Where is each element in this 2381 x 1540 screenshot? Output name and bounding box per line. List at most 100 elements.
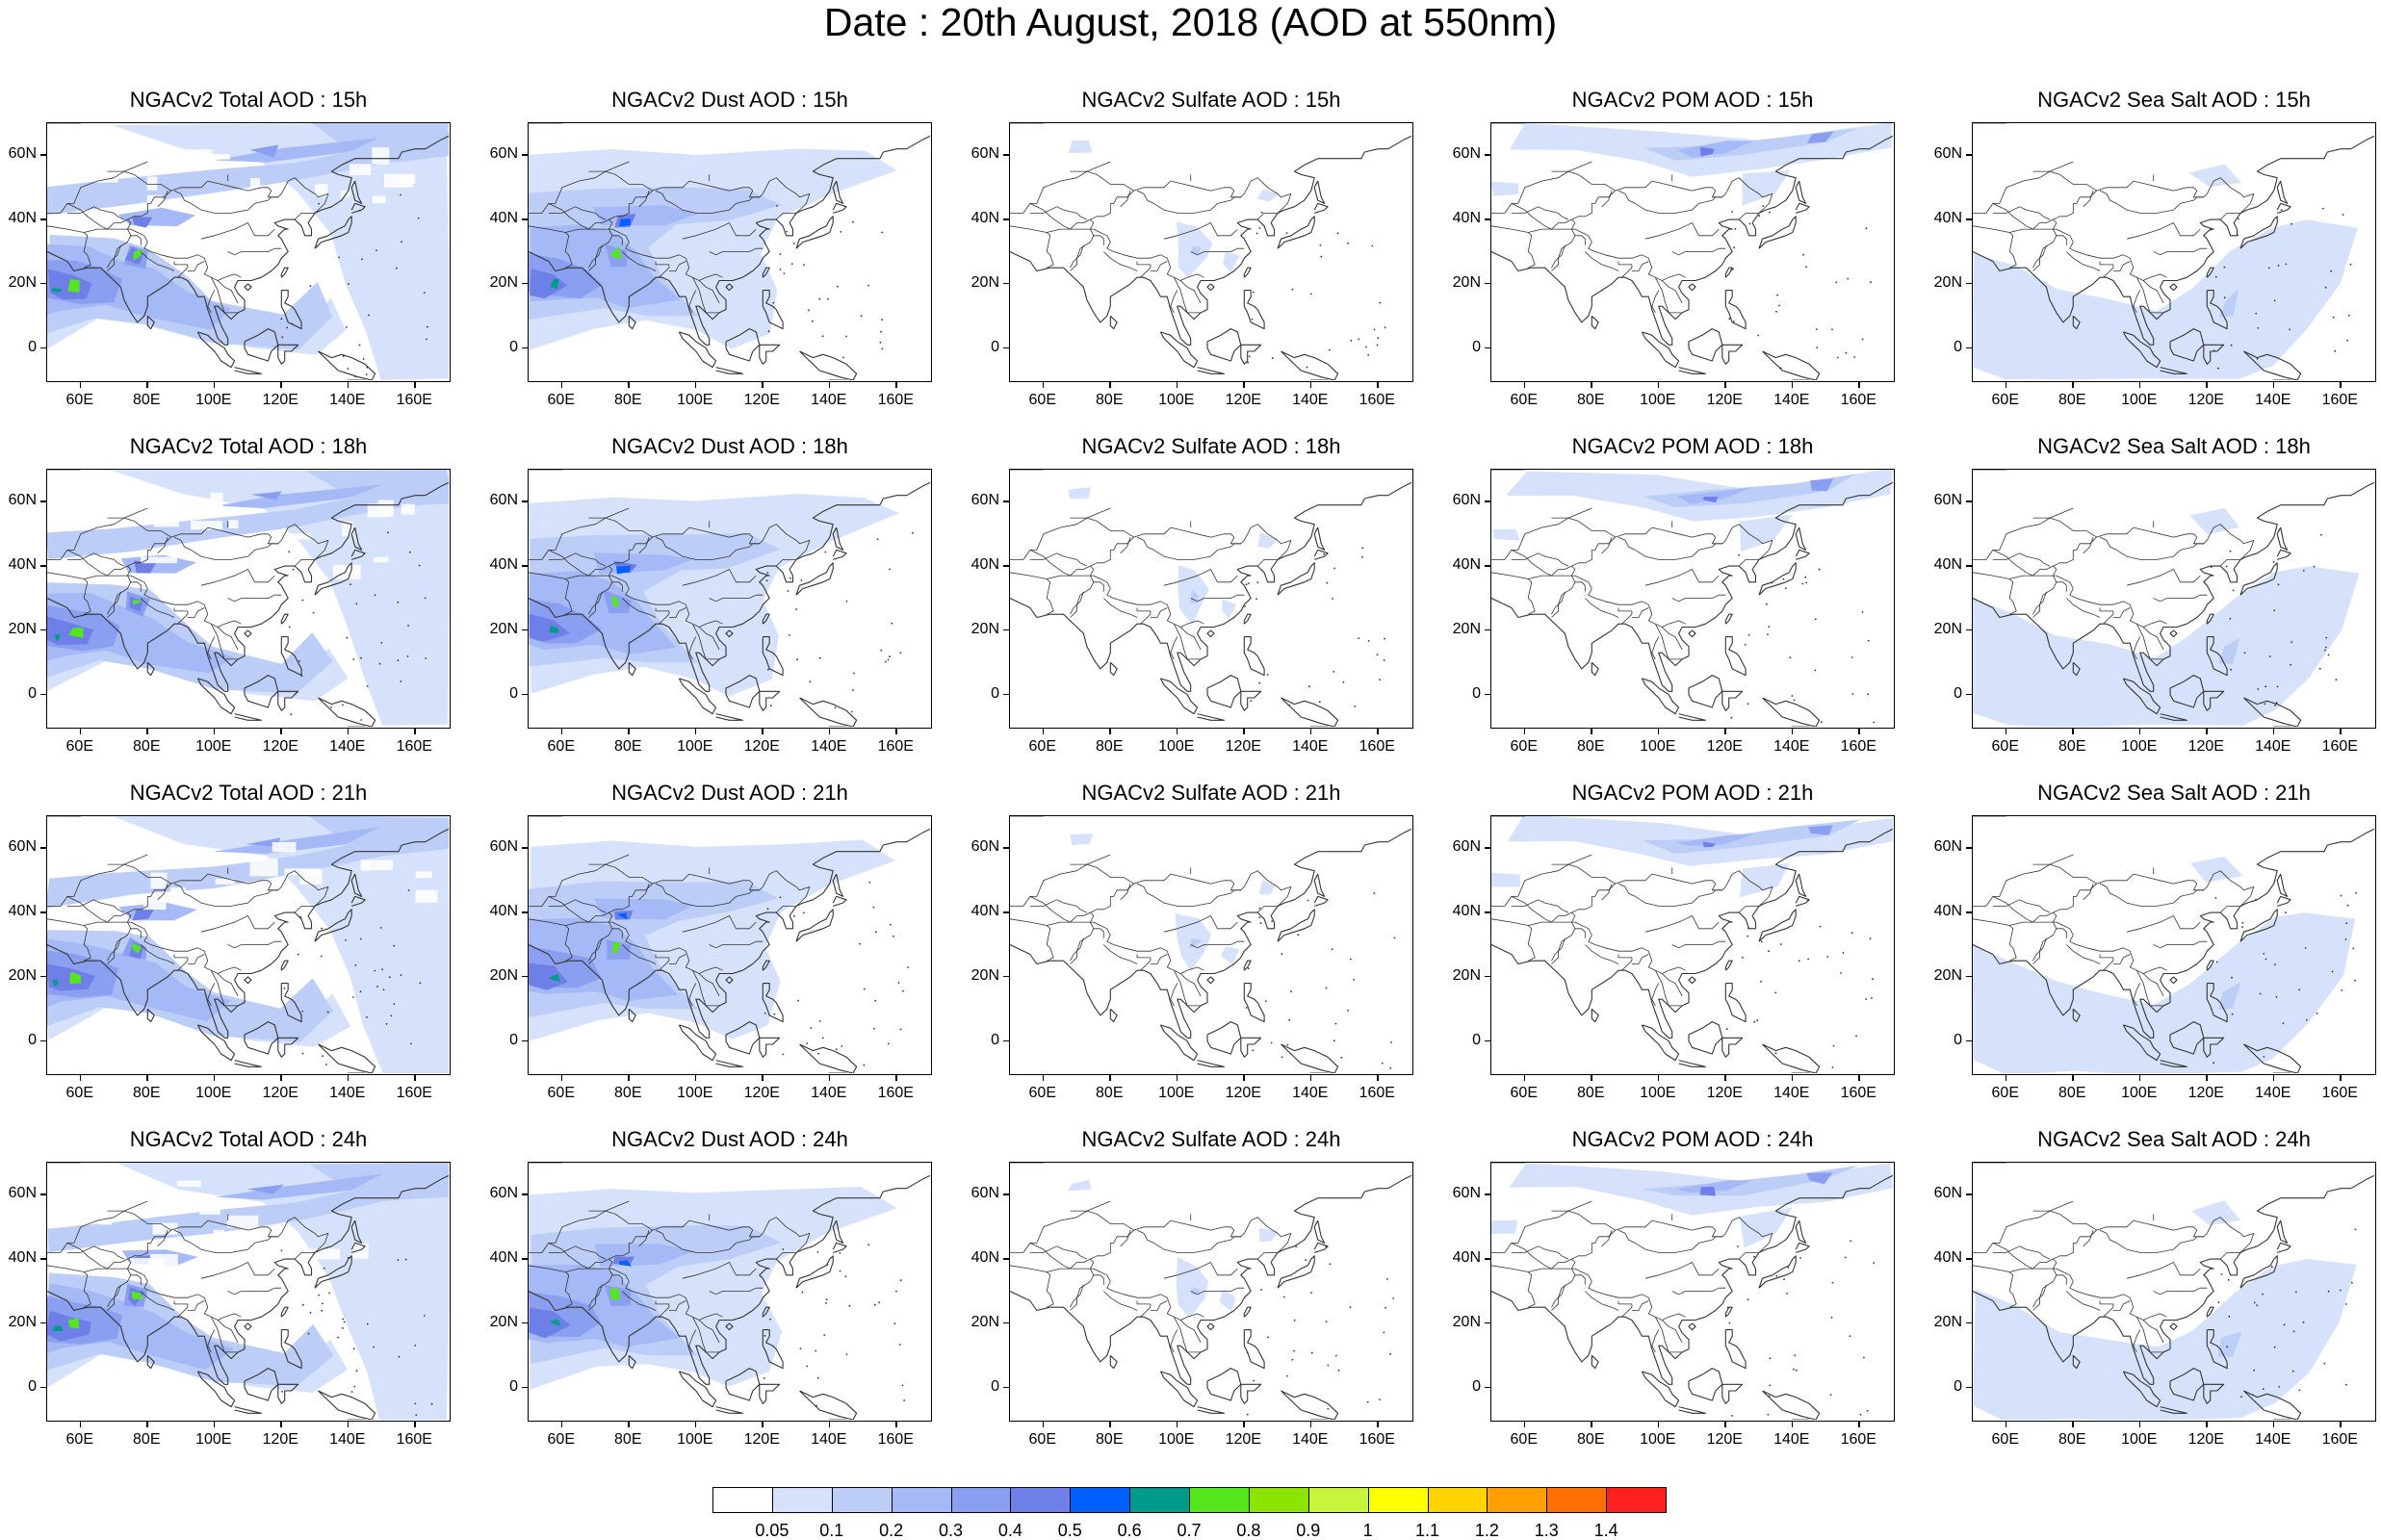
island-dot xyxy=(1258,907,1261,910)
island-dot xyxy=(842,356,844,359)
coastline xyxy=(2276,180,2289,204)
aod-contour-band xyxy=(51,288,63,293)
lon-tick-mark xyxy=(895,729,897,734)
map-frame xyxy=(1009,469,1413,729)
coastline xyxy=(1491,828,1893,1039)
coastline xyxy=(1491,1174,1893,1385)
aod-contour-band xyxy=(1258,1227,1280,1243)
lat-tick-mark xyxy=(1485,218,1490,220)
panel-title: NGACv2 Sulfate AOD : 15h xyxy=(1081,88,1341,112)
country-border xyxy=(130,1274,142,1285)
coastline xyxy=(280,636,302,677)
river xyxy=(1585,1291,1619,1311)
country-border xyxy=(1551,1258,1572,1270)
island-dot xyxy=(1799,1257,1801,1259)
map-frame xyxy=(46,1162,451,1422)
lon-tick-mark xyxy=(1243,1075,1245,1081)
lat-tick-label: 0 xyxy=(509,1377,518,1395)
aod-contour-band xyxy=(131,1291,143,1299)
island-dot xyxy=(2251,1394,2254,1396)
lat-tick-label: 40N xyxy=(1452,210,1481,227)
lon-tick-mark xyxy=(762,729,763,734)
lat-tick-mark xyxy=(522,1386,528,1389)
coastline xyxy=(725,1368,761,1401)
lon-tick-mark xyxy=(1109,729,1111,734)
country-border xyxy=(1491,1265,1536,1308)
lon-tick-mark xyxy=(414,382,416,388)
aod-contour-band xyxy=(530,269,568,299)
island-dot xyxy=(2231,1013,2234,1015)
country-border xyxy=(1010,1265,1054,1308)
country-border xyxy=(691,277,720,314)
lon-tick-label: 120E xyxy=(2187,738,2224,755)
island-dot xyxy=(808,309,810,312)
island-dot xyxy=(281,1390,283,1393)
lat-tick-mark xyxy=(1003,847,1009,849)
country-border xyxy=(1992,206,2051,220)
coastlines-and-borders xyxy=(529,123,930,380)
coastline xyxy=(146,315,155,330)
island-dot xyxy=(297,953,299,956)
island-dot xyxy=(1307,899,1309,902)
island-dot xyxy=(1863,1356,1865,1359)
lon-tick-mark xyxy=(560,382,563,388)
country-border xyxy=(1654,970,1683,1007)
island-dot xyxy=(806,1042,809,1044)
country-border xyxy=(1010,918,1054,962)
aod-contour-band xyxy=(1256,189,1280,202)
aod-contour-band xyxy=(1806,1172,1833,1185)
island-dot xyxy=(1358,637,1360,640)
river xyxy=(1551,854,1592,865)
lon-tick-label: 100E xyxy=(1158,1431,1195,1448)
island-dot xyxy=(1832,1044,1835,1047)
lat-tick-label: 20N xyxy=(971,1313,999,1330)
clear-sky-gap xyxy=(181,1246,195,1252)
river xyxy=(1163,915,1238,933)
coastline xyxy=(1109,315,1118,330)
island-dot xyxy=(1252,1049,1255,1052)
country-border xyxy=(1491,225,1536,269)
coastline xyxy=(1724,960,1733,971)
aod-contour-band xyxy=(309,816,449,857)
coastline xyxy=(146,1008,155,1023)
coastline xyxy=(759,1383,781,1404)
country-border xyxy=(1992,1210,2097,1244)
coastline xyxy=(1281,697,1339,727)
lat-tick-label: 40N xyxy=(8,903,37,920)
island-dot xyxy=(1385,1278,1388,1280)
country-border xyxy=(1654,277,1683,314)
coastline xyxy=(244,976,252,985)
island-dot xyxy=(2277,264,2280,267)
island-dot xyxy=(776,204,778,207)
lat-tick-label: 0 xyxy=(1472,1031,1481,1048)
lon-tick-label: 80E xyxy=(614,392,642,408)
lat-tick-mark xyxy=(1966,975,1972,978)
river xyxy=(588,161,630,172)
country-border xyxy=(1973,896,2033,923)
lon-tick-mark xyxy=(1591,382,1592,388)
island-dot xyxy=(2210,566,2213,568)
lon-tick-mark xyxy=(2340,382,2342,388)
lon-tick-label: 80E xyxy=(1577,738,1605,755)
island-dot xyxy=(400,974,402,976)
island-dot xyxy=(2285,911,2287,914)
island-dot xyxy=(878,1301,880,1304)
lon-tick-label: 160E xyxy=(1359,738,1395,755)
lat-tick-mark xyxy=(522,500,528,502)
island-dot xyxy=(1804,576,1807,578)
island-dot xyxy=(2262,1388,2265,1391)
island-dot xyxy=(352,996,354,998)
island-dot xyxy=(881,231,884,234)
aod-contour-band xyxy=(1219,1289,1236,1312)
coastline xyxy=(1721,1037,1744,1058)
aod-contour-band xyxy=(1491,181,1519,196)
coastlines-and-borders xyxy=(47,470,449,727)
country-border xyxy=(1551,218,1572,230)
coastline xyxy=(1010,1174,1411,1385)
coastline xyxy=(715,367,743,374)
lon-tick-mark xyxy=(213,1422,216,1427)
aod-field xyxy=(529,494,899,697)
river xyxy=(682,569,757,586)
coastlines-and-borders xyxy=(1010,1163,1411,1420)
coastline xyxy=(1678,367,1706,374)
